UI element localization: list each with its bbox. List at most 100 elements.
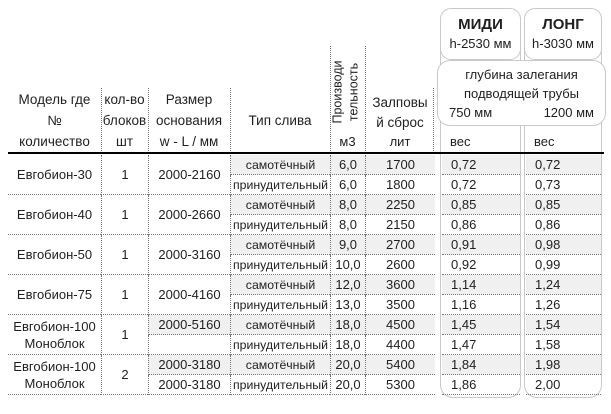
weight-midi-cell: 0,72: [442, 155, 520, 175]
column-divider: [330, 46, 331, 153]
weight-long-cell: 0,86: [526, 215, 601, 235]
column-divider: [433, 88, 434, 153]
discharge-cell: 4500: [365, 315, 435, 335]
discharge-cell: 1700: [365, 155, 435, 175]
header-capacity-rotated: Производи тельность: [330, 60, 361, 124]
drain-type-cell: принудительный: [230, 255, 330, 275]
weight-long-cell: 2,00: [526, 375, 601, 395]
weight-long-cell: 0,98: [526, 235, 601, 255]
column-divider: [230, 88, 231, 153]
model-cell: Евгобион-100 Моноблок: [8, 355, 101, 395]
weight-long-cell: 1,58: [526, 335, 601, 355]
discharge-cell: 5300: [365, 375, 435, 395]
size-cell: 2000-3180: [148, 355, 230, 375]
header-capacity-unit: м3: [339, 134, 356, 149]
capacity-cell: 10,0: [330, 255, 365, 275]
depth-note-line2: подводящей трубы: [463, 86, 580, 101]
discharge-cell: 4400: [365, 335, 435, 355]
weight-long-cell: 1,26: [526, 295, 601, 315]
midi-title: МИДИ: [458, 16, 503, 33]
weight-midi-cell: 0,92: [442, 255, 520, 275]
blocks-cell: 2: [101, 355, 148, 395]
capacity-cell: 18,0: [330, 335, 365, 355]
discharge-cell: 5400: [365, 355, 435, 375]
weight-long-cell: 0,73: [526, 175, 601, 195]
long-header-box: ЛОНГ h-3030 мм: [524, 8, 602, 60]
spec-table-body: Евгобион-30 1 2000-2160 самотёчный 6,0 1…: [8, 155, 601, 395]
header-model: Модель где № количество: [18, 92, 91, 149]
blocks-cell: 1: [101, 235, 148, 275]
drain-type-cell: самотёчный: [230, 275, 330, 295]
size-cell: 2000-2660: [148, 195, 230, 235]
size-cell: 2000-3180: [148, 375, 230, 395]
capacity-cell: 20,0: [330, 375, 365, 395]
header-weight-midi: вес: [450, 134, 471, 149]
capacity-cell: 13,0: [330, 295, 365, 315]
drain-type-cell: принудительный: [230, 295, 330, 315]
weight-midi-cell: 1,16: [442, 295, 520, 315]
size-cell: [148, 335, 230, 355]
capacity-cell: 6,0: [330, 155, 365, 175]
weight-midi-cell: 0,72: [442, 175, 520, 195]
capacity-cell: 9,0: [330, 235, 365, 255]
weight-midi-cell: 1,14: [442, 275, 520, 295]
midi-header-box: МИДИ h-2530 мм: [440, 8, 521, 60]
midi-height: h-2530 мм: [449, 36, 512, 51]
capacity-cell: 6,0: [330, 175, 365, 195]
depth-note-line1: глубина залегания: [465, 67, 578, 82]
weight-midi-cell: 0,86: [442, 215, 520, 235]
drain-type-cell: самотёчный: [230, 195, 330, 215]
capacity-cell: 8,0: [330, 195, 365, 215]
column-divider: [148, 88, 149, 153]
size-cell: 2000-2160: [148, 155, 230, 195]
column-divider: [101, 88, 102, 153]
model-cell: Евгобион-50: [8, 235, 101, 275]
capacity-cell: 12,0: [330, 275, 365, 295]
header-rule: [8, 152, 604, 154]
weight-midi-cell: 1,84: [442, 355, 520, 375]
drain-type-cell: самотёчный: [230, 355, 330, 375]
weight-midi-cell: 1,45: [442, 315, 520, 335]
drain-type-cell: принудительный: [230, 175, 330, 195]
weight-long-cell: 1,24: [526, 275, 601, 295]
model-cell: Евгобион-100 Моноблок: [8, 315, 101, 355]
size-cell: 2000-3160: [148, 235, 230, 275]
drain-type-cell: принудительный: [230, 335, 330, 355]
long-height: h-3030 мм: [532, 36, 594, 51]
long-title: ЛОНГ: [542, 16, 584, 33]
discharge-cell: 2250: [365, 195, 435, 215]
column-divider: [365, 46, 366, 153]
depth-midi-value: 750 мм: [449, 105, 493, 120]
weight-midi-cell: 1,47: [442, 335, 520, 355]
discharge-cell: 1800: [365, 175, 435, 195]
header-blocks: кол-во блоков шт: [102, 92, 147, 149]
discharge-cell: 3600: [365, 275, 435, 295]
header-drain-type: Тип слива: [248, 113, 312, 128]
capacity-cell: 8,0: [330, 215, 365, 235]
blocks-cell: 1: [101, 275, 148, 315]
discharge-cell: 2600: [365, 255, 435, 275]
blocks-cell: 1: [101, 315, 148, 355]
blocks-cell: 1: [101, 155, 148, 195]
pipe-depth-note: глубина залегания подводящей трубы 750 м…: [437, 60, 606, 126]
drain-type-cell: принудительный: [230, 215, 330, 235]
drain-type-cell: принудительный: [230, 375, 330, 395]
blocks-cell: 1: [101, 195, 148, 235]
discharge-cell: 2700: [365, 235, 435, 255]
header-discharge-unit: лит: [389, 134, 411, 149]
weight-long-cell: 0,72: [526, 155, 601, 175]
weight-long-cell: 1,54: [526, 315, 601, 335]
discharge-cell: 3500: [365, 295, 435, 315]
model-cell: Евгобион-75: [8, 275, 101, 315]
capacity-cell: 18,0: [330, 315, 365, 335]
weight-midi-cell: 1,86: [442, 375, 520, 395]
size-cell: 2000-4160: [148, 275, 230, 315]
header-discharge: Залповы й сброс: [372, 95, 428, 130]
header-weight-long: вес: [534, 134, 555, 149]
header-base-size: Размер основания w - L / мм: [155, 92, 223, 149]
discharge-cell: 2150: [365, 215, 435, 235]
model-cell: Евгобион-30: [8, 155, 101, 195]
model-cell: Евгобион-40: [8, 195, 101, 235]
size-cell: 2000-5160: [148, 315, 230, 335]
